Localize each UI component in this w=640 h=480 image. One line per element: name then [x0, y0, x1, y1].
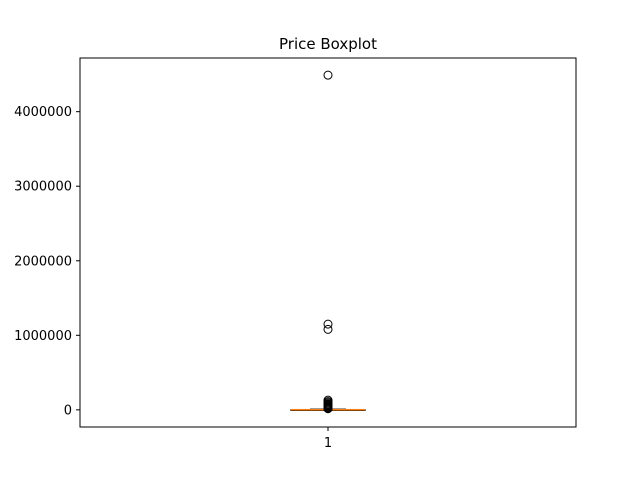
outlier-points [323, 70, 333, 414]
y-tick-label: 0 [64, 403, 72, 418]
outlier-point [323, 319, 333, 329]
y-axis: 0 1000000 2000000 3000000 4000000 [14, 105, 80, 418]
plot-area-frame [79, 57, 577, 428]
outlier-point [323, 70, 333, 80]
y-tick-label: 4000000 [14, 105, 72, 120]
outlier-point [323, 404, 333, 414]
x-axis: 1 [324, 427, 332, 451]
outlier-point [323, 324, 333, 334]
x-tick-label: 1 [324, 436, 332, 451]
y-tick-label: 1000000 [14, 329, 72, 344]
y-tick-label: 2000000 [14, 254, 72, 269]
y-tick-label: 3000000 [14, 180, 72, 195]
chart-title: Price Boxplot [279, 35, 377, 53]
